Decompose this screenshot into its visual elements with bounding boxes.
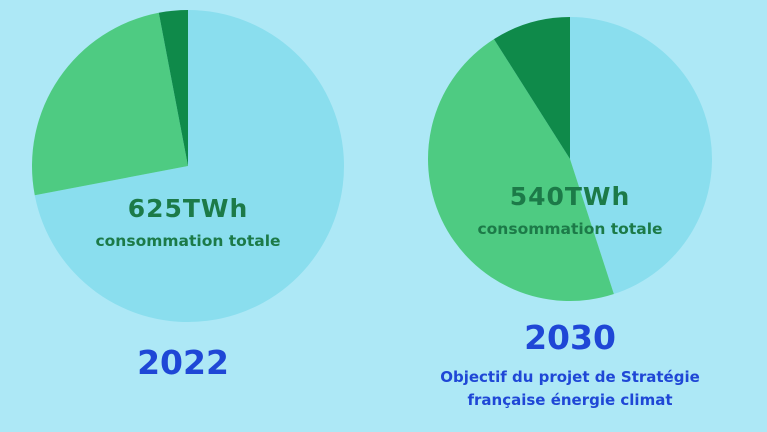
pie-2022 — [31, 10, 345, 322]
objective-subtitle-line-2: française énergie climat — [467, 391, 673, 409]
pie-2030 — [428, 17, 712, 301]
year-2030-label: 2030 — [524, 318, 616, 357]
pie-2022-slice-3 — [158, 10, 188, 166]
pie-2030-total-caption: consommation totale — [477, 220, 663, 238]
year-2022-label: 2022 — [137, 343, 229, 382]
pie-2022-slice-1 — [34, 10, 345, 322]
pie-2022-total-caption: consommation totale — [95, 232, 281, 250]
pie-2022-total-value: 625TWh — [127, 194, 249, 223]
objective-subtitle-line-1: Objectif du projet de Stratégie — [440, 368, 700, 386]
pie-2022-slice-2 — [31, 12, 188, 196]
pie-2030-slice-1 — [570, 17, 712, 295]
pie-2030-slice-2 — [428, 39, 614, 301]
pie-2030-total-value: 540TWh — [509, 182, 631, 211]
pie-2030-slice-3 — [493, 17, 570, 159]
